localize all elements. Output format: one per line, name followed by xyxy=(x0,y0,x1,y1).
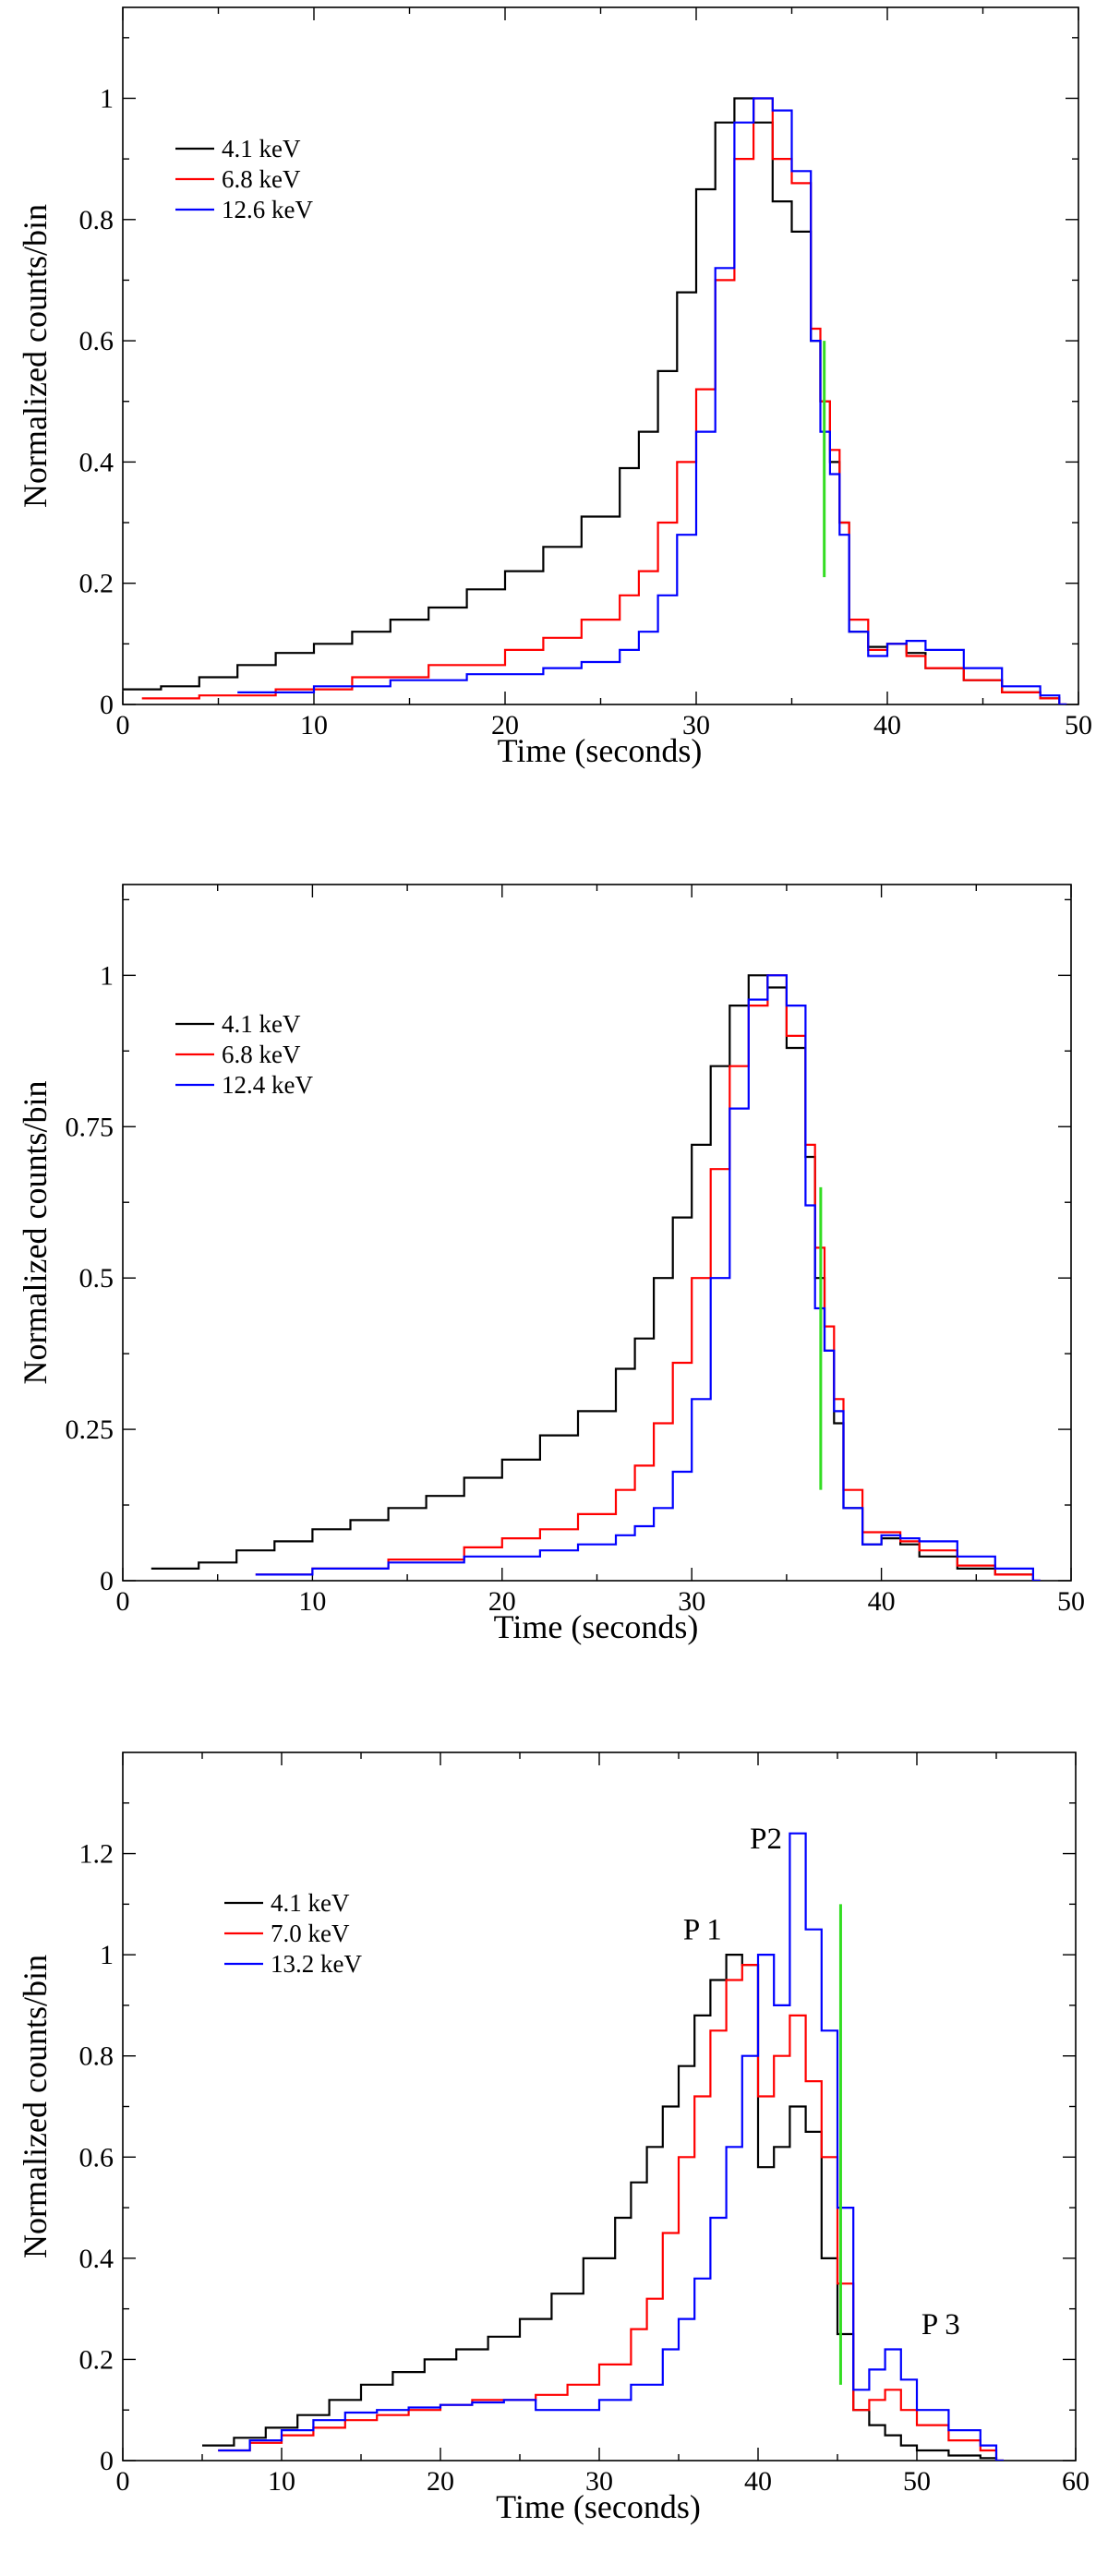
y-tick-label: 0.4 xyxy=(79,447,114,477)
x-axis-title: Time (seconds) xyxy=(496,2488,701,2525)
y-tick-label: 0 xyxy=(100,1566,114,1596)
y-tick-label: 0.6 xyxy=(79,2142,114,2173)
x-tick-label: 0 xyxy=(116,1586,130,1617)
x-tick-label: 0 xyxy=(116,710,130,740)
x-tick-label: 40 xyxy=(873,710,901,740)
series-line-12-6-keV xyxy=(237,97,1067,704)
y-tick-label: 0.2 xyxy=(79,2344,114,2375)
y-tick-label: 0 xyxy=(100,690,114,720)
plot-frame xyxy=(122,6,1079,705)
series-line-7-0-keV xyxy=(218,1964,1004,2461)
y-tick-label: 0.8 xyxy=(79,205,114,235)
y-tick-label: 0.5 xyxy=(79,1263,114,1294)
y-tick-label: 0.2 xyxy=(79,569,114,599)
y-tick-label: 0.25 xyxy=(66,1414,114,1445)
y-tick-label: 0.4 xyxy=(79,2244,114,2274)
light-curve-panel-3: 0 10 20 30 40 50 60 0 0.2 0.4 0.6 0.8 1 1.2 Time (seco… xyxy=(17,1751,1090,2525)
x-tick-label: 0 xyxy=(116,2466,130,2497)
y-axis-title: Normalized counts/bin xyxy=(17,204,54,508)
x-tick-label: 40 xyxy=(868,1586,896,1617)
y-tick-label: 1.2 xyxy=(79,1839,114,1870)
x-tick-label: 10 xyxy=(300,710,328,740)
light-curve-panel-2: 0 10 20 30 40 50 0 0.25 0.5 0.75 1 Time (seconds) No… xyxy=(17,884,1085,1645)
x-tick-label: 10 xyxy=(268,2466,295,2497)
x-tick-label: 20 xyxy=(491,710,519,740)
peak-annotation: P 1 xyxy=(683,1914,722,1947)
y-axis-title: Normalized counts/bin xyxy=(17,1081,54,1385)
legend-label: 4.1 keV xyxy=(222,135,301,163)
legend-label: 6.8 keV xyxy=(222,165,301,193)
y-axis-title: Normalized counts/bin xyxy=(17,1955,54,2258)
legend-label: 13.2 keV xyxy=(271,1950,362,1978)
light-curve-panel-1: 0 10 20 30 40 50 0 0.2 0.4 0.6 0.8 1 Time (seconds) N… xyxy=(17,6,1092,769)
x-tick-label: 10 xyxy=(298,1586,326,1617)
legend-label: 4.1 keV xyxy=(222,1010,301,1038)
y-tick-label: 0.6 xyxy=(79,326,114,356)
x-tick-label: 40 xyxy=(744,2466,772,2497)
peak-annotation: P 3 xyxy=(921,2308,960,2341)
x-tick-label: 20 xyxy=(427,2466,454,2497)
series-line-4-1-keV xyxy=(202,1954,1004,2461)
legend-label: 6.8 keV xyxy=(222,1041,301,1068)
y-tick-label: 0.75 xyxy=(66,1112,114,1142)
series-line-6-8-keV xyxy=(255,974,1041,1581)
series-line-13-2-keV xyxy=(218,1832,1004,2461)
x-tick-label: 50 xyxy=(1065,710,1092,740)
x-tick-label: 30 xyxy=(585,2466,613,2497)
y-tick-label: 1 xyxy=(100,960,114,991)
y-tick-label: 1 xyxy=(100,1940,114,1970)
legend-label: 7.0 keV xyxy=(271,1920,350,1947)
plot-frame xyxy=(122,1751,1077,2462)
plot-frame xyxy=(122,884,1072,1582)
x-tick-label: 50 xyxy=(903,2466,931,2497)
legend-label: 4.1 keV xyxy=(271,1889,350,1917)
x-tick-label: 30 xyxy=(678,1586,705,1617)
series-line-12-4-keV xyxy=(255,974,1041,1581)
y-tick-label: 0.8 xyxy=(79,2041,114,2072)
x-axis-title: Time (seconds) xyxy=(498,732,703,769)
x-tick-label: 20 xyxy=(488,1586,516,1617)
peak-annotation: P2 xyxy=(750,1823,782,1856)
x-axis-title: Time (seconds) xyxy=(494,1608,699,1645)
x-tick-label: 50 xyxy=(1057,1586,1085,1617)
y-tick-label: 0 xyxy=(100,2446,114,2476)
legend-label: 12.6 keV xyxy=(222,196,313,223)
x-tick-label: 30 xyxy=(682,710,710,740)
x-tick-label: 60 xyxy=(1062,2466,1090,2497)
legend-label: 12.4 keV xyxy=(222,1071,313,1099)
y-tick-label: 1 xyxy=(100,83,114,114)
